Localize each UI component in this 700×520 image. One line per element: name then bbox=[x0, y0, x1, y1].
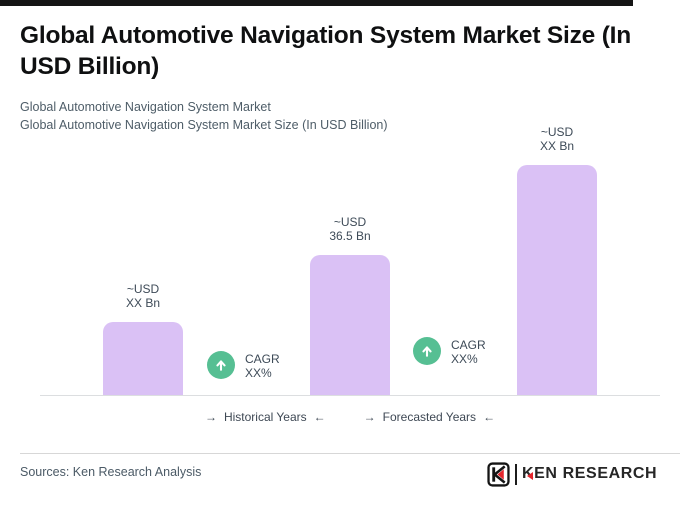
ken-research-logo: KEN RESEARCH bbox=[487, 461, 657, 487]
cagr-text: CAGR XX% bbox=[245, 351, 280, 380]
growth-up-arrow-icon bbox=[413, 337, 441, 365]
logo-k-red-accent-icon bbox=[527, 472, 533, 480]
x-axis-line bbox=[40, 395, 660, 396]
arrow-left-icon: ← bbox=[483, 410, 496, 424]
logo-wordmark-text: KEN RESEARCH bbox=[522, 465, 658, 482]
forecasted-years-label: → Forecasted Years ← bbox=[364, 410, 495, 425]
chart-subtitle-line2: Global Automotive Navigation System Mark… bbox=[20, 118, 388, 132]
page-title: Global Automotive Navigation System Mark… bbox=[20, 20, 696, 82]
bar-forecast bbox=[517, 165, 597, 395]
bar-historical-1 bbox=[103, 322, 183, 395]
bar-value-line2: XX Bn bbox=[125, 296, 161, 310]
arrow-right-icon: → bbox=[204, 410, 217, 424]
chart-subtitle-line1: Global Automotive Navigation System Mark… bbox=[20, 100, 271, 114]
cagr-label: CAGR bbox=[245, 352, 280, 366]
axis-period-labels: → Historical Years ← → Forecasted Years … bbox=[0, 410, 700, 425]
logo-separator bbox=[515, 463, 517, 485]
cagr-annotation-1: CAGR XX% bbox=[207, 351, 280, 380]
cagr-annotation-2: CAGR XX% bbox=[413, 337, 486, 366]
top-accent-bar bbox=[0, 0, 633, 6]
chart-subtitle: Global Automotive Navigation System Mark… bbox=[20, 98, 388, 134]
cagr-text: CAGR XX% bbox=[451, 337, 486, 366]
bar-value-label: ~USD XX Bn bbox=[73, 282, 213, 310]
arrow-left-icon: ← bbox=[313, 410, 326, 424]
bar-value-line1: ~USD bbox=[540, 125, 574, 139]
bar-value-line1: ~USD bbox=[126, 282, 160, 296]
sources-note: Sources: Ken Research Analysis bbox=[20, 465, 202, 479]
bar-historical-2 bbox=[310, 255, 390, 395]
period-label-text: Forecasted Years bbox=[382, 410, 477, 424]
growth-up-arrow-icon bbox=[207, 351, 235, 379]
bar-value-label: ~USD 36.5 Bn bbox=[280, 215, 420, 243]
bar-value-line2: 36.5 Bn bbox=[329, 229, 371, 243]
bar-value-label: ~USD XX Bn bbox=[487, 125, 627, 153]
page-title-line1: Global Automotive Navigation System Mark… bbox=[20, 22, 632, 49]
ken-research-badge-icon bbox=[487, 461, 510, 487]
cagr-label: CAGR bbox=[451, 338, 486, 352]
cagr-value: XX% bbox=[245, 366, 272, 380]
page-title-line2: USD Billion) bbox=[20, 53, 160, 80]
period-label-text: Historical Years bbox=[223, 410, 307, 424]
historical-years-label: → Historical Years ← bbox=[205, 410, 326, 425]
arrow-right-icon: → bbox=[363, 410, 376, 424]
bar-value-line1: ~USD bbox=[333, 215, 367, 229]
bar-value-line2: XX Bn bbox=[539, 139, 575, 153]
footer-divider bbox=[20, 453, 680, 454]
cagr-value: XX% bbox=[451, 352, 478, 366]
logo-wordmark: KEN RESEARCH bbox=[522, 465, 657, 483]
